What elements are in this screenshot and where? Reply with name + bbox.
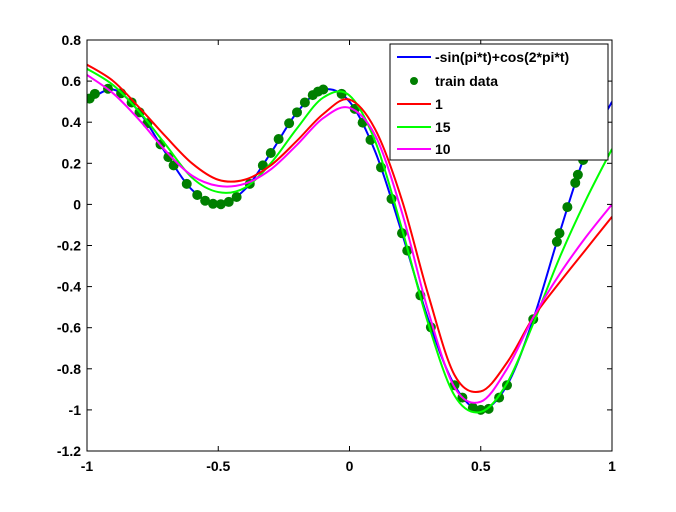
y-tick-label: -1	[69, 402, 82, 418]
train-data-point	[181, 178, 192, 189]
train-data-point	[215, 199, 226, 210]
x-tick-label: -0.5	[206, 458, 230, 474]
train-data-point	[562, 202, 573, 213]
y-tick-label: 0.6	[62, 73, 82, 89]
series-line-3	[87, 74, 612, 404]
train-data-point	[192, 189, 203, 200]
y-tick-label: -1.2	[57, 443, 81, 459]
train-data-point	[292, 107, 302, 118]
y-tick-label: -0.4	[57, 279, 81, 295]
legend-box	[389, 43, 609, 161]
legend-label-1: 1	[435, 96, 443, 112]
legend-label-15: 15	[435, 119, 451, 135]
train-data-point	[208, 198, 218, 209]
train-data-point	[223, 196, 234, 207]
y-tick-label: 0.2	[62, 155, 82, 171]
y-tick-label: -0.2	[57, 238, 81, 254]
legend-label-10: 10	[435, 141, 451, 157]
train-data-point	[299, 97, 310, 108]
y-tick-label: 0.8	[62, 32, 82, 48]
train-data-point	[231, 192, 242, 203]
train-data-point	[554, 228, 565, 239]
legend-swatch-train-data	[410, 77, 418, 85]
legend-label-train-data: train data	[435, 73, 498, 89]
x-tick-label: 0	[346, 458, 354, 474]
y-tick-label: -0.6	[57, 320, 81, 336]
train-data-point	[89, 88, 100, 99]
train-data-point	[318, 84, 329, 95]
x-tick-label: 1	[608, 458, 616, 474]
train-data-point	[284, 118, 295, 129]
train-data-point	[265, 148, 276, 159]
train-data-point	[200, 195, 211, 206]
train-data-point	[467, 402, 478, 413]
legend-label-true-function: -sin(pi*t)+cos(2*pi*t)	[435, 49, 569, 65]
y-tick-label: -0.8	[57, 361, 81, 377]
train-data-point	[163, 152, 174, 163]
train-data-point	[551, 236, 562, 247]
legend: -sin(pi*t)+cos(2*pi*t) train data 1 15 1…	[389, 43, 609, 161]
y-tick-label: 0.4	[62, 114, 82, 130]
series-line-1	[87, 63, 612, 393]
train-data-point	[273, 134, 284, 145]
train-data-point	[570, 177, 581, 188]
y-tick-label: 0	[73, 196, 81, 212]
train-data-point	[572, 169, 583, 180]
x-tick-label: -1	[81, 458, 94, 474]
x-tick-label: 0.5	[471, 458, 491, 474]
train-data-point	[336, 88, 347, 99]
